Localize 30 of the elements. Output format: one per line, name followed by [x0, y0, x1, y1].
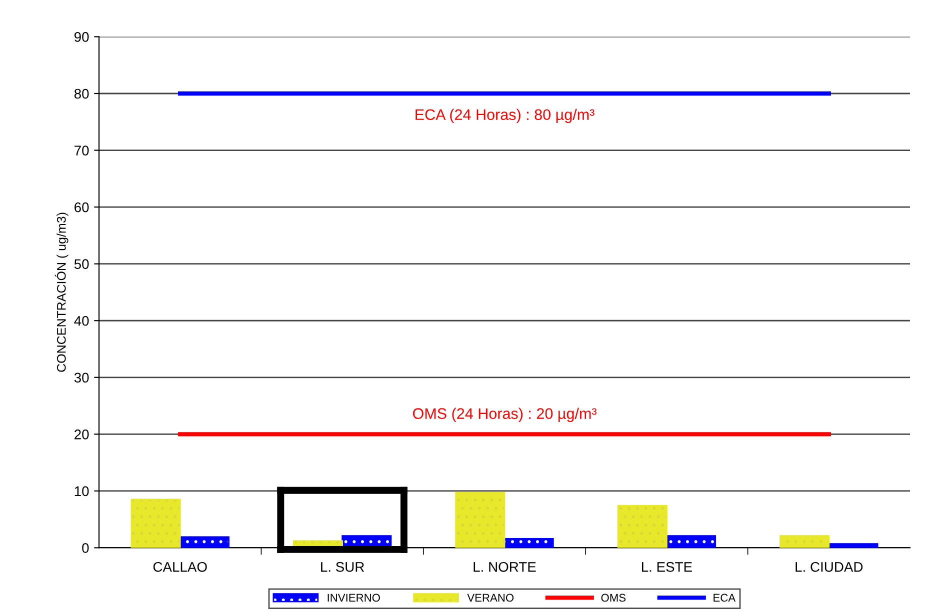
y-tick-label: 90: [74, 32, 89, 42]
legend-label: VERANO: [467, 594, 514, 602]
bar: [780, 535, 830, 548]
x-tick-label: CALLAO: [153, 562, 207, 572]
bar: [666, 535, 716, 548]
y-tick-label: 10: [74, 486, 89, 496]
x-tick-label: L. SUR: [321, 562, 364, 572]
bar: [828, 543, 878, 548]
y-tick-label: 20: [74, 430, 89, 440]
x-tick-label: L. CIUDAD: [796, 562, 863, 572]
y-axis-title: CONCENTRACIÓN ( ug/m3): [54, 212, 68, 372]
y-tick-label: 40: [74, 316, 89, 326]
annotation: ECA (24 Horas) : 80 µg/m³: [416, 108, 594, 124]
bar: [455, 492, 506, 548]
legend-label: OMS: [601, 594, 626, 602]
x-tick-label: L. ESTE: [642, 562, 692, 572]
annotation: OMS (24 Horas) : 20 µg/m³: [412, 408, 596, 422]
legend-label: ECA: [714, 594, 736, 602]
y-tick-label: 0: [82, 543, 89, 553]
y-tick-label: 70: [74, 146, 89, 156]
bar: [179, 536, 230, 548]
bar: [617, 505, 668, 548]
bar: [504, 538, 554, 548]
bar: [130, 498, 181, 548]
legend-label: INVIERNO: [328, 594, 380, 602]
y-tick-label: 60: [74, 202, 89, 212]
y-tick-label: 80: [74, 88, 89, 99]
x-tick-label: L. NORTE: [474, 562, 536, 572]
y-tick-label: 50: [74, 259, 89, 270]
y-tick-label: 30: [74, 372, 89, 383]
